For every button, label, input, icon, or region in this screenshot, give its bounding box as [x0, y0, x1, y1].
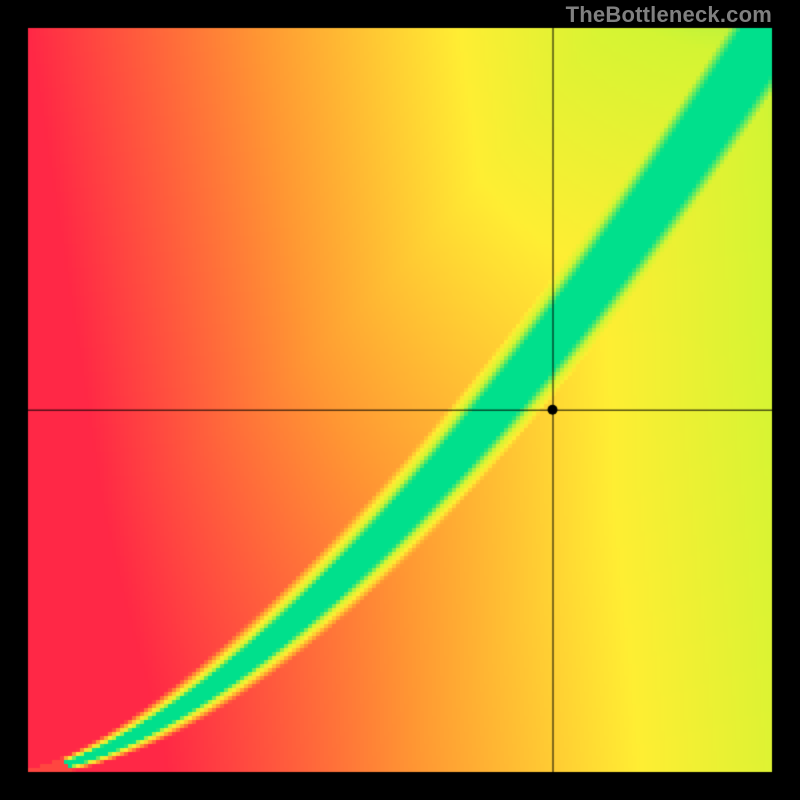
- heatmap-canvas: [0, 0, 800, 800]
- chart-container: TheBottleneck.com: [0, 0, 800, 800]
- watermark-text: TheBottleneck.com: [566, 2, 772, 28]
